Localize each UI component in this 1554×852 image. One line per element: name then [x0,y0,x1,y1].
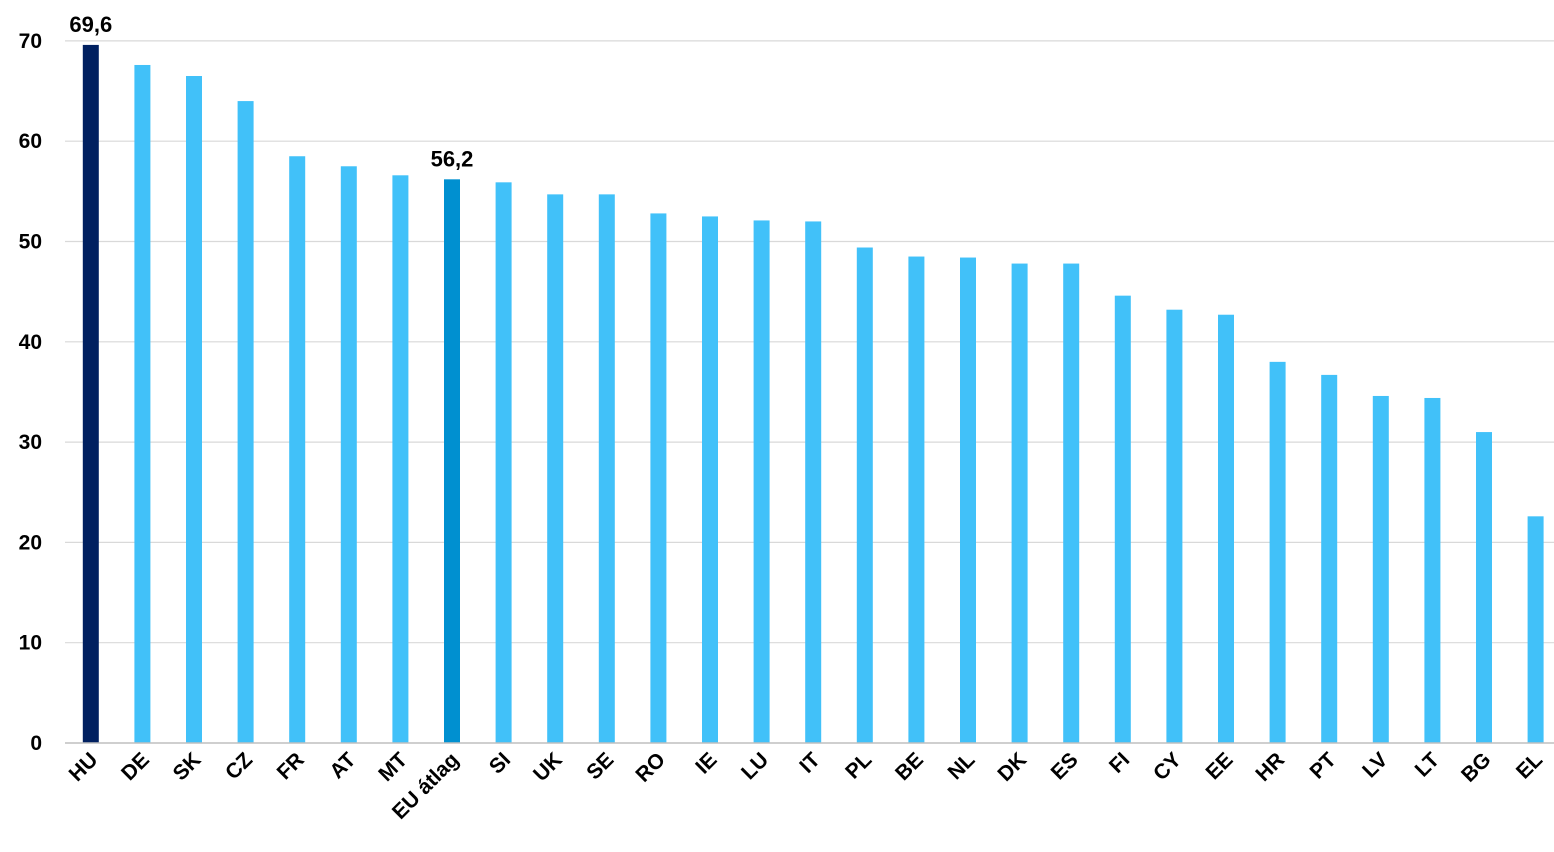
x-tick-label: BE [891,748,928,785]
bar [392,175,409,743]
bar [1166,309,1183,743]
x-tick-label: SI [485,748,515,778]
x-tick-label: DK [993,748,1031,786]
x-tick-label: SE [582,748,618,784]
y-tick-label: 40 [19,331,42,354]
bar [134,64,151,744]
bar [960,257,976,743]
x-tick-label: CY [1149,748,1186,785]
x-tick-label: FR [273,748,309,784]
y-tick-label: 20 [19,531,42,554]
x-tick-label: FI [1105,748,1134,777]
x-tick-label: IE [691,748,721,778]
bar [598,194,615,743]
x-tick-label: ES [1047,748,1083,784]
x-tick-label: SK [169,748,206,785]
bars [82,44,1544,744]
bar [1321,374,1338,743]
bar [702,216,718,744]
bar [1476,432,1492,743]
x-tick-label: BG [1457,748,1496,787]
data-labels: 69,6 56,2 [69,12,473,171]
bar [82,44,99,744]
bar [650,213,667,743]
x-tick-label: LT [1411,748,1444,781]
x-tick-label: HU [65,748,103,786]
x-tick-label: EE [1201,748,1237,784]
bar [1063,263,1080,743]
bar [1114,295,1131,743]
bar [805,221,822,743]
x-tick-label: AT [325,748,360,783]
y-tick-label: 0 [30,732,42,755]
bar [1269,361,1286,743]
x-tick-label: RO [631,748,670,787]
bar [289,156,306,743]
bar [444,179,460,744]
x-tick-label: EL [1512,748,1547,783]
x-tick-label: LV [1358,748,1392,782]
y-tick-label: 50 [19,231,42,254]
x-tick-label: PT [1305,748,1340,783]
x-tick-label: LU [737,748,773,784]
bar [186,76,202,743]
x-tick-label: MT [374,748,412,786]
bar [495,182,512,743]
x-tick-label: PL [841,748,876,783]
bar [1424,397,1441,743]
bar [908,256,925,743]
y-tick-label: 30 [19,431,42,454]
x-tick-label: HR [1251,748,1289,786]
data-label: 56,2 [431,146,474,171]
bar [1372,395,1389,743]
y-tick-label: 60 [19,130,42,153]
x-tick-label: UK [529,748,567,786]
y-tick-label: 10 [19,632,42,655]
bar [1218,314,1234,743]
bar [753,220,770,743]
y-axis-tick-labels: 0 10 20 30 40 50 60 70 [19,30,42,755]
bar [237,101,254,743]
bar [1527,516,1544,743]
bar [340,166,357,743]
x-tick-label: DE [117,748,154,785]
bar [1011,263,1028,743]
bar [856,247,873,743]
data-label: 69,6 [69,12,112,37]
y-tick-label: 70 [19,30,42,53]
x-tick-label: NL [943,748,979,784]
x-tick-label: IT [795,748,825,778]
x-tick-label: CZ [221,748,257,784]
bar [547,194,564,743]
